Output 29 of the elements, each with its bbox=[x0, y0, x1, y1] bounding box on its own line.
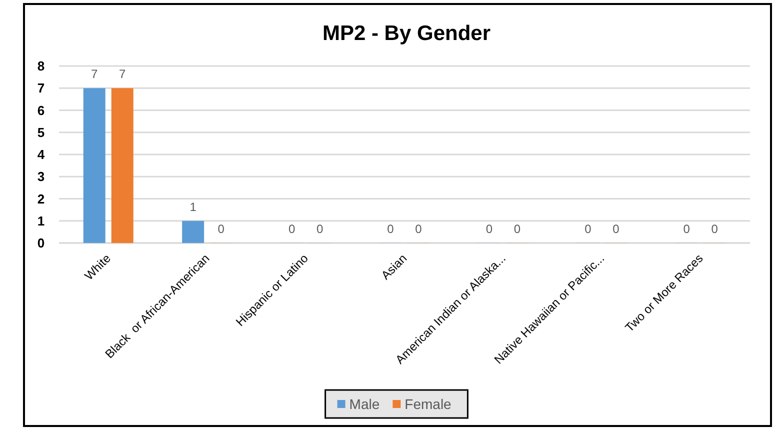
data-label: 0 bbox=[415, 222, 422, 236]
data-label: 0 bbox=[584, 222, 592, 236]
y-tick-label: 3 bbox=[37, 169, 45, 184]
data-label: 0 bbox=[514, 222, 521, 236]
data-label: 7 bbox=[119, 67, 126, 82]
y-tick-label: 6 bbox=[37, 102, 45, 118]
data-label: 0 bbox=[316, 222, 324, 236]
data-label: 7 bbox=[91, 67, 98, 82]
data-label: 0 bbox=[288, 222, 296, 236]
data-label: 1 bbox=[190, 200, 197, 214]
bar bbox=[111, 88, 134, 243]
bar bbox=[83, 88, 106, 243]
y-tick-label: 4 bbox=[37, 147, 46, 162]
chart-title: MP2 - By Gender bbox=[322, 22, 491, 45]
y-tick-label: 5 bbox=[37, 124, 45, 140]
data-label: 0 bbox=[683, 222, 690, 236]
y-tick-label: 8 bbox=[37, 58, 45, 74]
y-tick-label: 0 bbox=[37, 236, 45, 251]
y-tick-label: 7 bbox=[37, 80, 45, 96]
data-label: 0 bbox=[486, 222, 493, 236]
bar bbox=[182, 220, 204, 243]
data-label: 0 bbox=[387, 222, 394, 236]
data-label: 0 bbox=[218, 222, 225, 236]
legend-label: Female bbox=[404, 396, 452, 412]
data-label: 0 bbox=[711, 222, 718, 236]
y-tick-label: 2 bbox=[37, 191, 45, 206]
y-tick-label: 1 bbox=[37, 213, 45, 228]
data-label: 0 bbox=[612, 222, 620, 236]
legend-label: Male bbox=[349, 396, 380, 412]
